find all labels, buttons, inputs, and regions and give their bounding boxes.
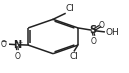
Text: O: O — [99, 21, 105, 30]
Text: O: O — [91, 37, 97, 46]
Text: Cl: Cl — [66, 4, 74, 13]
Text: OH: OH — [106, 28, 120, 37]
Text: O: O — [15, 52, 20, 61]
Text: Cl: Cl — [70, 52, 79, 61]
Text: −: − — [0, 37, 7, 46]
Text: O: O — [0, 40, 6, 49]
Text: +: + — [17, 40, 22, 45]
Text: N: N — [13, 40, 21, 50]
Text: S: S — [89, 25, 96, 35]
